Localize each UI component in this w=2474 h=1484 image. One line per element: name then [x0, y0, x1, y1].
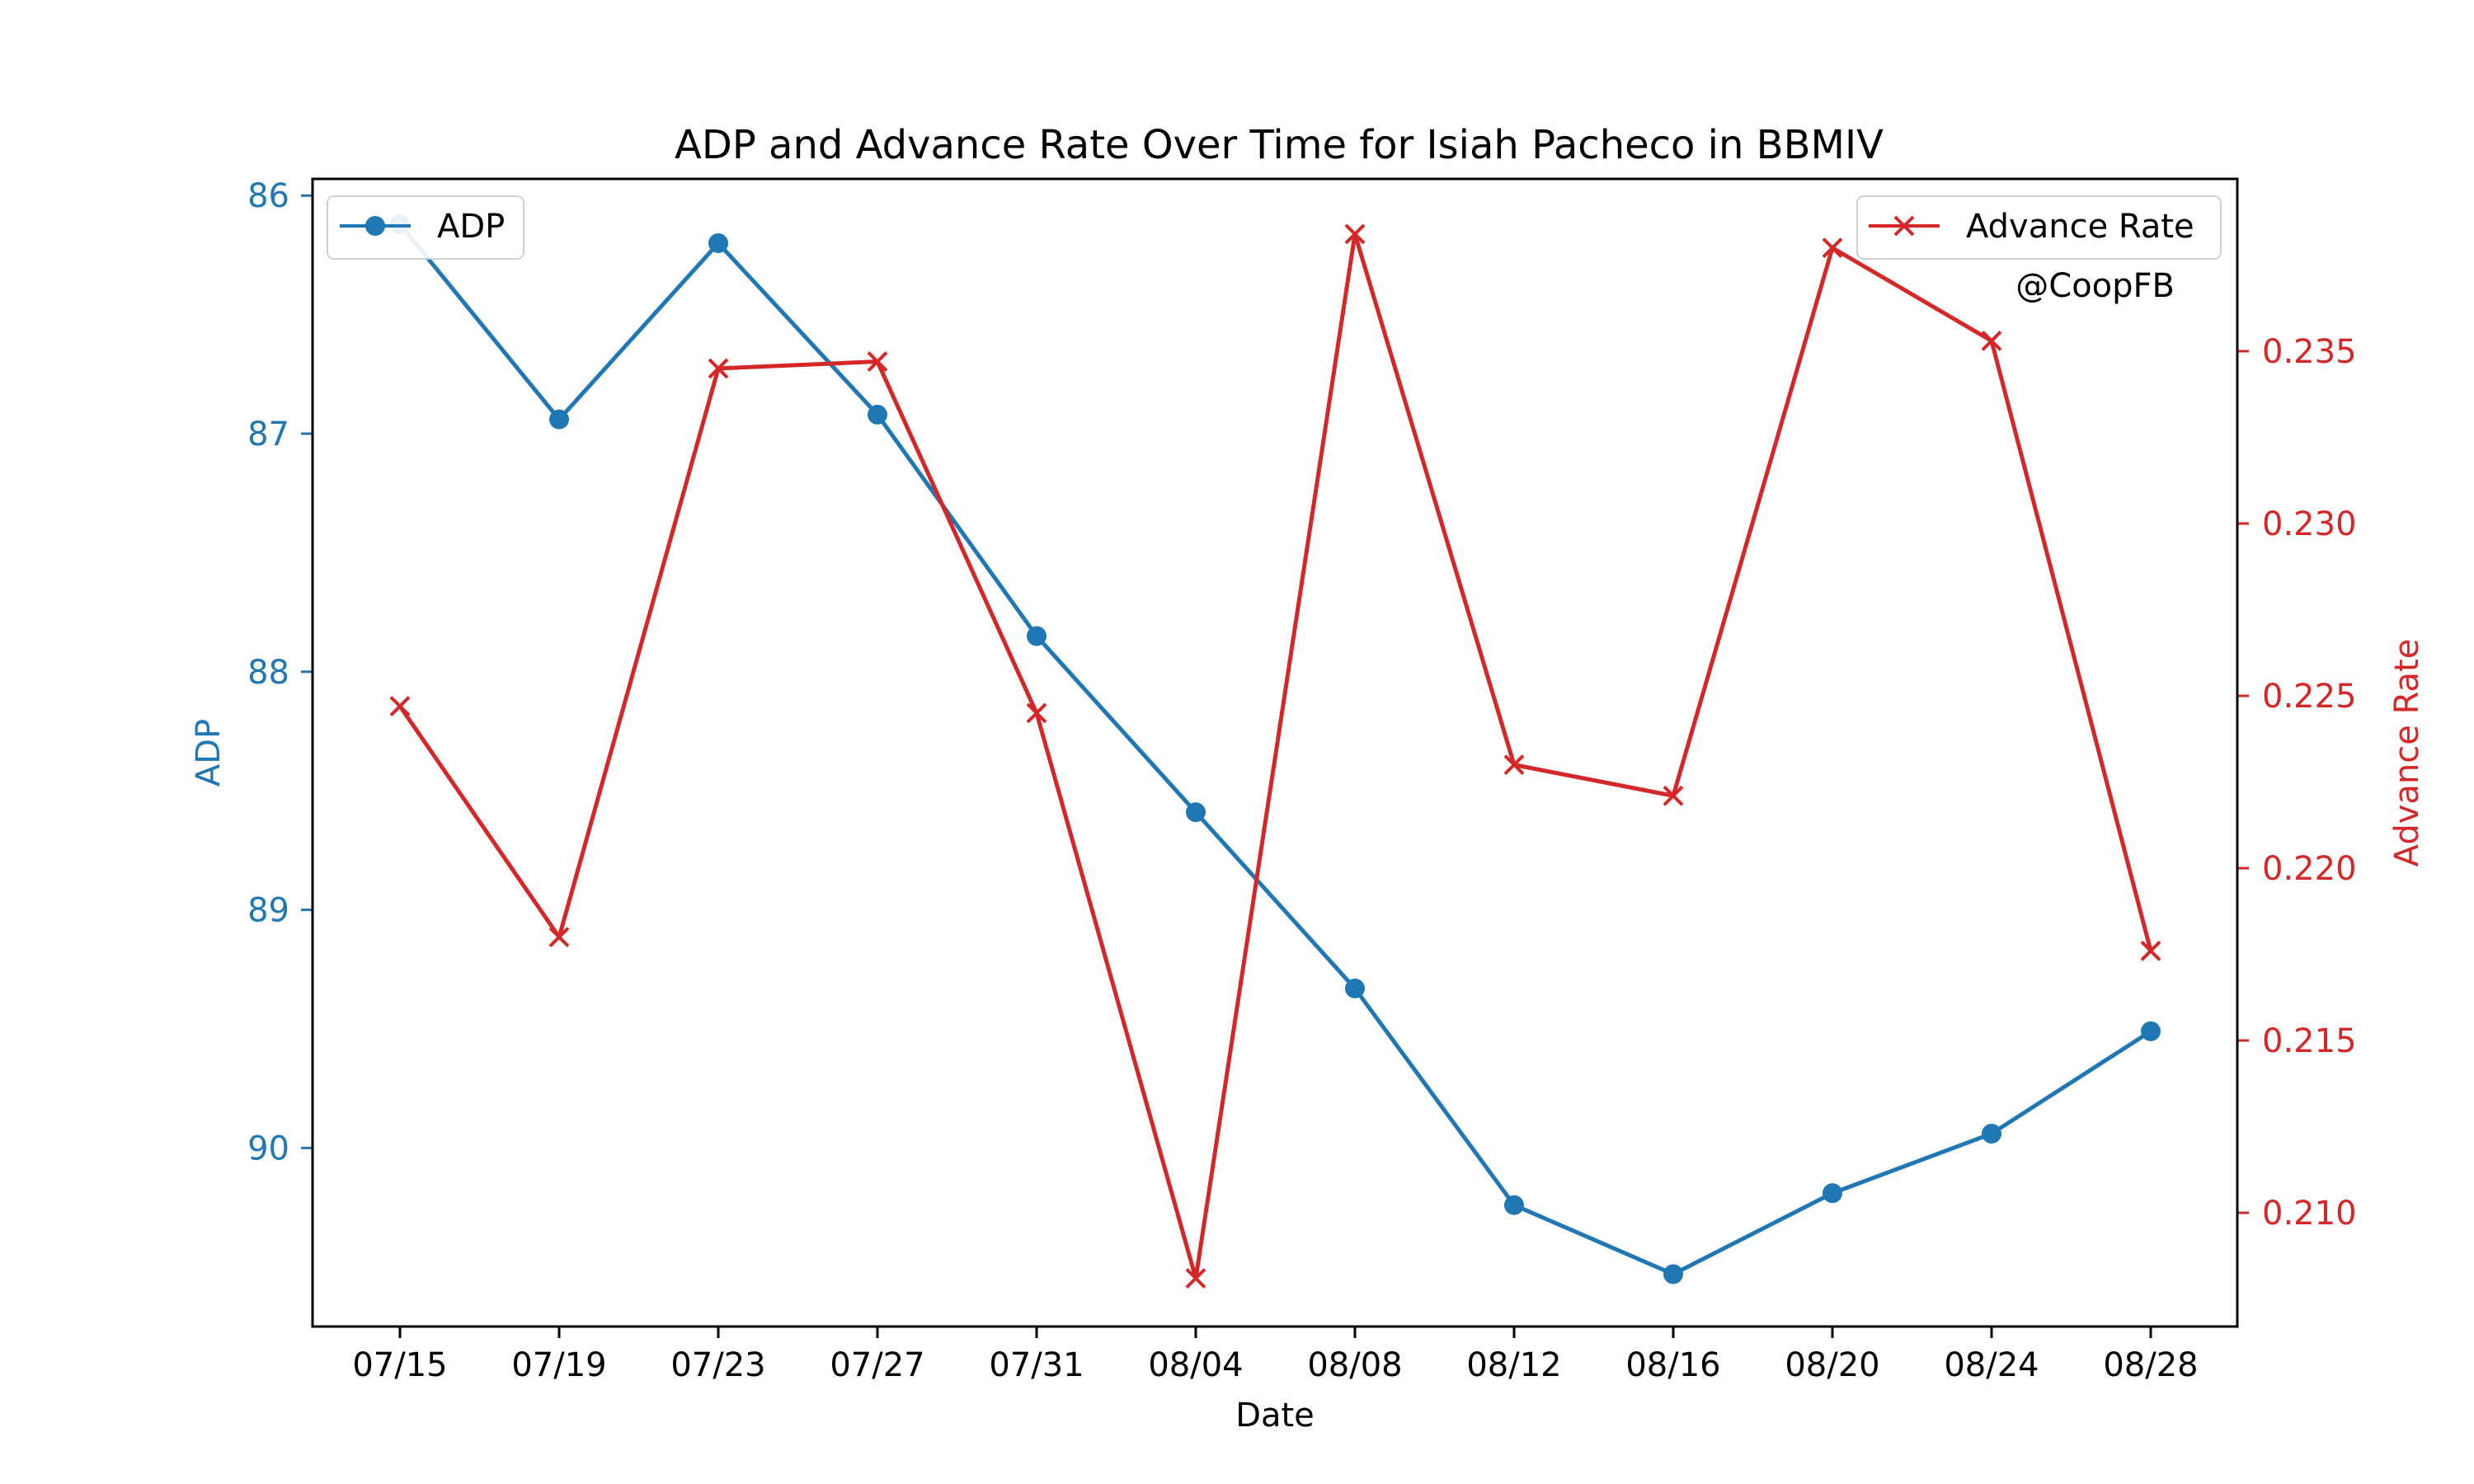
- advance-rate-point: [708, 358, 729, 379]
- adp-point: [868, 404, 887, 425]
- legend-advance-rate-x: [1893, 215, 1915, 237]
- right-y-tick-label: 0.215: [2262, 1022, 2357, 1060]
- x-tick-label: 07/27: [830, 1346, 924, 1384]
- left-y-tick-label: 88: [247, 654, 289, 692]
- left-y-tick-label: 90: [247, 1129, 289, 1167]
- left-axis-label: ADP: [190, 719, 228, 787]
- legend-advance-rate-label: Advance Rate: [1966, 208, 2194, 246]
- advance-rate-series-line: [397, 232, 2153, 1280]
- adp-point: [1663, 1264, 1683, 1284]
- right-y-tick-label: 0.220: [2262, 850, 2357, 888]
- left-y-tick-label: 87: [247, 416, 289, 453]
- x-tick-label: 08/24: [1944, 1346, 2039, 1384]
- advance-rate-point: [1026, 702, 1047, 724]
- advance-rate-point: [1344, 223, 1366, 245]
- left-y-tick-label: 86: [247, 177, 289, 215]
- x-tick-label: 08/12: [1466, 1346, 1561, 1384]
- adp-point: [1027, 626, 1047, 646]
- advance-rate-point: [1981, 331, 2002, 351]
- axes-layer: 07/15 07/19 07/23 07/27 07/31 08/04 08/08 08/12…: [247, 177, 2356, 1384]
- advance-rate-point: [1503, 754, 1525, 776]
- x-tick-label: 08/04: [1148, 1346, 1243, 1384]
- x-axis-label: Date: [1235, 1397, 1315, 1435]
- advance-rate-point: [2140, 940, 2161, 961]
- adp-point: [1186, 802, 1206, 823]
- adp-point: [549, 409, 569, 430]
- legend-adp-marker: [365, 216, 385, 236]
- right-y-tick-label: 0.210: [2262, 1195, 2357, 1233]
- right-axis-label: Advance Rate: [2388, 639, 2426, 867]
- adp-point: [2141, 1021, 2161, 1041]
- legend-advance-rate-marker: [1893, 215, 1915, 237]
- adp-point: [708, 232, 728, 253]
- chart-title: ADP and Advance Rate Over Time for Isiah…: [675, 122, 1884, 168]
- advance-rate-point: [1185, 1268, 1206, 1289]
- legend-advance-rate: Advance Rate: [1856, 195, 2222, 260]
- right-y-tick-label: 0.225: [2262, 678, 2357, 716]
- series-layer: [389, 214, 2161, 1289]
- x-tick-label: 08/16: [1625, 1346, 1720, 1384]
- x-tick-label: 07/31: [989, 1346, 1084, 1384]
- advance-rate-point: [548, 927, 570, 948]
- adp-point: [1345, 978, 1365, 998]
- adp-point: [1982, 1124, 2001, 1144]
- advance-rate-point: [867, 351, 888, 372]
- left-y-tick-label: 89: [247, 892, 289, 930]
- x-tick-label: 08/28: [2103, 1346, 2198, 1384]
- plot-frame: [311, 177, 2239, 1328]
- x-tick-label: 08/08: [1307, 1346, 1402, 1384]
- adp-point: [1823, 1183, 1842, 1204]
- legend-adp-label: ADP: [437, 208, 505, 246]
- right-y-tick-label: 0.235: [2262, 333, 2357, 371]
- x-tick-label: 07/15: [352, 1346, 447, 1384]
- adp-series-line: [398, 223, 2152, 1276]
- x-tick-label: 08/20: [1785, 1346, 1879, 1384]
- legend-adp: ADP: [327, 195, 524, 260]
- adp-point: [1504, 1195, 1524, 1215]
- legend-adp-box: [327, 195, 524, 260]
- advance-rate-point: [1822, 237, 1843, 259]
- advance-rate-point: [1663, 785, 1684, 806]
- x-tick-label: 07/23: [670, 1346, 765, 1384]
- x-tick-label: 07/19: [511, 1346, 606, 1384]
- advance-rate-point: [389, 696, 411, 716]
- legend-advance-rate-box: [1856, 195, 2222, 260]
- watermark-handle: @CoopFB: [2015, 267, 2175, 305]
- right-y-tick-label: 0.230: [2262, 505, 2357, 543]
